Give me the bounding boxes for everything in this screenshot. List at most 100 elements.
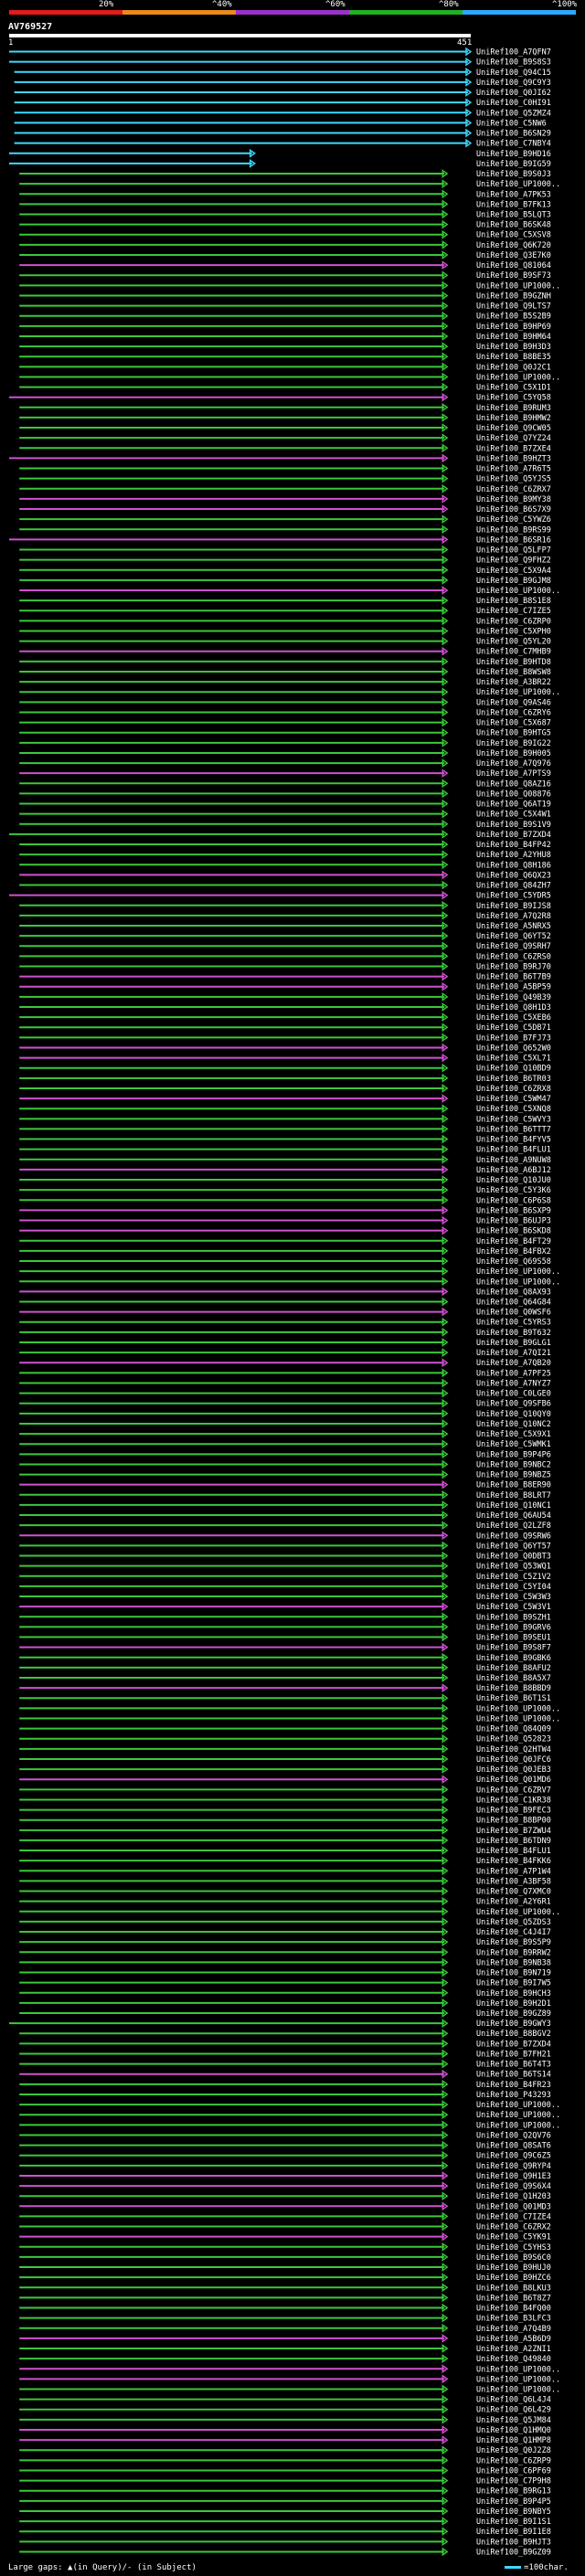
hit-label[interactable]: UniRef100_B9HD16 — [476, 150, 551, 159]
hit-label[interactable]: UniRef100_B7FJ73 — [476, 1034, 551, 1043]
hit-row[interactable]: UniRef100_B9GBK6 — [19, 1652, 551, 1663]
hit-label[interactable]: UniRef100_Q9FHZ2 — [476, 557, 551, 566]
hit-label[interactable]: UniRef100_A3BR22 — [476, 678, 551, 687]
hit-label[interactable]: UniRef100_Q0JFC6 — [476, 1755, 551, 1765]
hit-label[interactable]: UniRef100_A7R6T5 — [476, 465, 551, 474]
hit-label[interactable]: UniRef100_C6ZRX7 — [476, 485, 551, 494]
hit-label[interactable]: UniRef100_B9RS99 — [476, 525, 551, 535]
hit-row[interactable]: UniRef100_Q1HMP8 — [19, 2435, 551, 2445]
hit-label[interactable]: UniRef100_B6TTT7 — [476, 1125, 551, 1134]
hit-label[interactable]: UniRef100_Q10BD9 — [476, 1065, 551, 1074]
hit-label[interactable]: UniRef100_B9SZH1 — [476, 1613, 551, 1622]
hit-label[interactable]: UniRef100_B4FYV5 — [476, 1136, 551, 1145]
hit-row[interactable]: UniRef100_B9IG22 — [19, 737, 551, 748]
hit-label[interactable]: UniRef100_A5NRX5 — [476, 922, 551, 931]
hit-label[interactable]: UniRef100_Q1HMP8 — [476, 2436, 551, 2445]
hit-row[interactable]: UniRef100_A5NRX5 — [19, 921, 551, 931]
hit-label[interactable]: UniRef100_B9I1E8 — [476, 2528, 551, 2537]
hit-row[interactable]: UniRef100_B7ZXD4 — [19, 2039, 551, 2049]
hit-label[interactable]: UniRef100_C0LGE0 — [476, 1390, 551, 1399]
hit-label[interactable]: UniRef100_B6SXP9 — [476, 1206, 551, 1215]
hit-label[interactable]: UniRef100_B9IJS8 — [476, 902, 551, 911]
hit-row[interactable]: UniRef100_A3BR22 — [19, 677, 551, 687]
hit-label[interactable]: UniRef100_UP1000.. — [476, 1267, 560, 1277]
hit-row[interactable]: UniRef100_B7FJ73 — [19, 1033, 551, 1043]
hit-label[interactable]: UniRef100_C5XSV8 — [476, 231, 551, 240]
hit-label[interactable]: UniRef100_C5Y3K6 — [476, 1186, 551, 1195]
hit-row[interactable]: UniRef100_Q9H1E3 — [19, 2171, 551, 2181]
hit-row[interactable]: UniRef100_B6TS14 — [19, 2069, 551, 2080]
hit-row[interactable]: UniRef100_C5WM47 — [19, 1094, 551, 1104]
hit-row[interactable]: UniRef100_B9I1E8 — [19, 2527, 551, 2537]
hit-label[interactable]: UniRef100_A7Q976 — [476, 759, 551, 769]
hit-label[interactable]: UniRef100_C6ZRY6 — [476, 708, 551, 717]
hit-label[interactable]: UniRef100_B7ZWU4 — [476, 1827, 551, 1836]
hit-row[interactable]: UniRef100_Q49840 — [19, 2354, 551, 2364]
hit-label[interactable]: UniRef100_Q6L429 — [476, 2406, 551, 2415]
hit-row[interactable]: UniRef100_B9HD16 — [9, 148, 551, 159]
hit-label[interactable]: UniRef100_UP1000.. — [476, 281, 560, 291]
hit-label[interactable]: UniRef100_Q5YL20 — [476, 638, 551, 647]
hit-row[interactable]: UniRef100_B9H2D1 — [19, 1998, 551, 2009]
hit-label[interactable]: UniRef100_Q5ZMZ4 — [476, 109, 551, 118]
hit-label[interactable]: UniRef100_B9RUM3 — [476, 404, 551, 413]
hit-label[interactable]: UniRef100_B8LRT7 — [476, 1491, 551, 1500]
hit-label[interactable]: UniRef100_B9RG13 — [476, 2487, 551, 2496]
hit-row[interactable]: UniRef100_Q01MD3 — [19, 2201, 551, 2211]
hit-label[interactable]: UniRef100_Q9RYP4 — [476, 2162, 551, 2171]
hit-row[interactable]: UniRef100_C6ZRV7 — [19, 1785, 551, 1795]
hit-row[interactable]: UniRef100_UP1000.. — [19, 2374, 560, 2384]
hit-row[interactable]: UniRef100_Q84Q09 — [19, 1723, 551, 1734]
hit-label[interactable]: UniRef100_C5YRS3 — [476, 1319, 551, 1328]
hit-row[interactable]: UniRef100_Q84ZH7 — [19, 880, 551, 891]
hit-label[interactable]: UniRef100_Q9SRH7 — [476, 942, 551, 951]
hit-label[interactable]: UniRef100_B9GZNH — [476, 292, 551, 301]
hit-row[interactable]: UniRef100_B9NBY5 — [19, 2507, 551, 2517]
hit-row[interactable]: UniRef100_B9HZT3 — [9, 453, 551, 463]
hit-row[interactable]: UniRef100_Q0JEB3 — [19, 1765, 551, 1775]
hit-row[interactable]: UniRef100_Q9RYP4 — [19, 2160, 551, 2171]
hit-row[interactable]: UniRef100_B9T632 — [19, 1328, 551, 1338]
hit-label[interactable]: UniRef100_B8BP00 — [476, 1817, 551, 1826]
hit-label[interactable]: UniRef100_Q9S6X4 — [476, 2182, 551, 2191]
hit-row[interactable]: UniRef100_Q5ZMZ4 — [14, 108, 551, 118]
hit-row[interactable]: UniRef100_A7QI21 — [19, 1348, 551, 1358]
hit-label[interactable]: UniRef100_Q5JM84 — [476, 2416, 551, 2425]
hit-label[interactable]: UniRef100_B9HZC6 — [476, 2274, 551, 2283]
hit-label[interactable]: UniRef100_B9NBY5 — [476, 2507, 551, 2517]
hit-label[interactable]: UniRef100_Q652W0 — [476, 1044, 551, 1053]
hit-row[interactable]: UniRef100_C5W3W3 — [19, 1592, 551, 1602]
hit-row[interactable]: UniRef100_UP1000.. — [19, 687, 560, 697]
hit-label[interactable]: UniRef100_Q8H186 — [476, 861, 551, 870]
hit-label[interactable]: UniRef100_UP1000.. — [476, 587, 560, 596]
hit-row[interactable]: UniRef100_Q69S58 — [19, 1256, 551, 1267]
hit-row[interactable]: UniRef100_B5LQT3 — [19, 209, 551, 220]
hit-label[interactable]: UniRef100_Q9C6Z5 — [476, 2152, 551, 2161]
hit-label[interactable]: UniRef100_B9HTD8 — [476, 658, 551, 667]
hit-label[interactable]: UniRef100_Q9C9Y3 — [476, 79, 551, 88]
hit-row[interactable]: UniRef100_Q5YL20 — [19, 636, 551, 647]
hit-label[interactable]: UniRef100_Q5LFP7 — [476, 546, 551, 556]
hit-row[interactable]: UniRef100_C7MHB9 — [19, 646, 551, 657]
hit-row[interactable]: UniRef100_Q1HMQ0 — [19, 2425, 551, 2435]
hit-row[interactable]: UniRef100_B6SN29 — [14, 128, 551, 139]
hit-row[interactable]: UniRef100_Q64G84 — [19, 1297, 551, 1308]
hit-row[interactable]: UniRef100_A9NUW8 — [19, 1154, 551, 1165]
hit-label[interactable]: UniRef100_C6P6S8 — [476, 1196, 551, 1205]
hit-label[interactable]: UniRef100_Q1HMQ0 — [476, 2426, 551, 2435]
hit-label[interactable]: UniRef100_B6TS14 — [476, 2071, 551, 2080]
hit-row[interactable]: UniRef100_A5B6D9 — [19, 2334, 551, 2344]
hit-label[interactable]: UniRef100_B9HUJ0 — [476, 2263, 551, 2273]
hit-row[interactable]: UniRef100_B6T1S1 — [19, 1693, 551, 1703]
hit-label[interactable]: UniRef100_B9GZ09 — [476, 2548, 551, 2557]
hit-label[interactable]: UniRef100_A5B6D9 — [476, 2335, 551, 2344]
hit-label[interactable]: UniRef100_B9NBZ5 — [476, 1471, 551, 1480]
hit-label[interactable]: UniRef100_Q6YT57 — [476, 1542, 551, 1551]
hit-row[interactable]: UniRef100_Q10BD9 — [19, 1063, 551, 1074]
hit-row[interactable]: UniRef100_A7P1W4 — [19, 1866, 551, 1876]
hit-row[interactable]: UniRef100_B9S6C0 — [19, 2253, 551, 2263]
hit-label[interactable]: UniRef100_C5YI04 — [476, 1583, 551, 1592]
hit-row[interactable]: UniRef100_B9P4P6 — [19, 1449, 551, 1459]
hit-row[interactable]: UniRef100_C5X9X1 — [19, 1429, 551, 1439]
hit-label[interactable]: UniRef100_B9HZT3 — [476, 454, 551, 463]
